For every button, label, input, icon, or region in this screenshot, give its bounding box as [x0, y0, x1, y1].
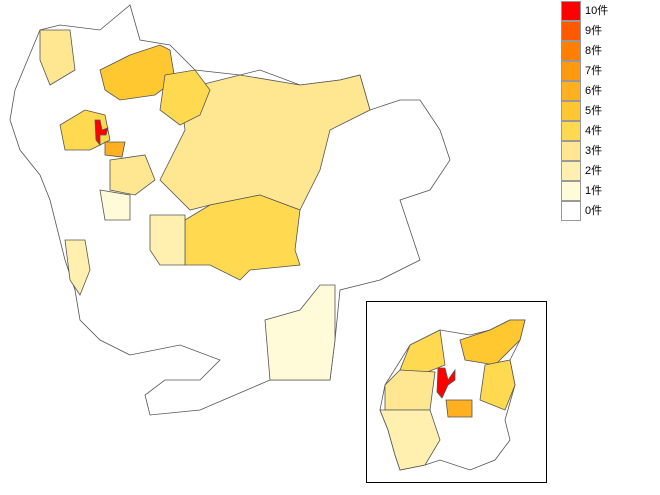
legend-label: 2件	[585, 164, 602, 177]
region	[39, 29, 76, 86]
legend-swatch	[561, 161, 581, 181]
legend-label: 3件	[585, 144, 602, 157]
legend-swatch	[561, 1, 581, 21]
region	[99, 189, 131, 221]
legend-label: 5件	[585, 104, 602, 117]
inset-region	[436, 367, 456, 399]
legend-label: 9件	[585, 24, 602, 37]
inset-region	[399, 329, 446, 376]
inset-region	[379, 409, 441, 471]
region	[159, 74, 371, 211]
region	[264, 284, 336, 381]
legend-swatch	[561, 141, 581, 161]
legend-swatch	[561, 181, 581, 201]
legend-label: 8件	[585, 44, 602, 57]
legend-label: 4件	[585, 124, 602, 137]
region	[149, 214, 186, 266]
region	[109, 154, 156, 196]
region	[94, 119, 109, 147]
inset-frame	[366, 301, 547, 483]
region	[159, 69, 211, 126]
legend-swatch	[561, 201, 581, 221]
legend-swatch	[561, 61, 581, 81]
legend-swatch	[561, 121, 581, 141]
legend: 10件 9件 8件 7件 6件 5件 4件 3件 2件 1件 0件	[561, 1, 608, 221]
region	[104, 141, 126, 158]
legend-swatch	[561, 81, 581, 101]
legend-swatch	[561, 21, 581, 41]
legend-label: 7件	[585, 64, 602, 77]
legend-swatch	[561, 41, 581, 61]
legend-label: 1件	[585, 184, 602, 197]
legend-swatch	[561, 101, 581, 121]
legend-label: 10件	[585, 4, 608, 17]
regions	[39, 29, 526, 471]
inset-region	[445, 399, 473, 418]
legend-label: 0件	[585, 204, 602, 217]
inset-region	[384, 369, 436, 411]
inset-region	[459, 319, 526, 366]
inset-region	[479, 359, 516, 411]
legend-label: 6件	[585, 84, 602, 97]
region	[64, 239, 91, 296]
